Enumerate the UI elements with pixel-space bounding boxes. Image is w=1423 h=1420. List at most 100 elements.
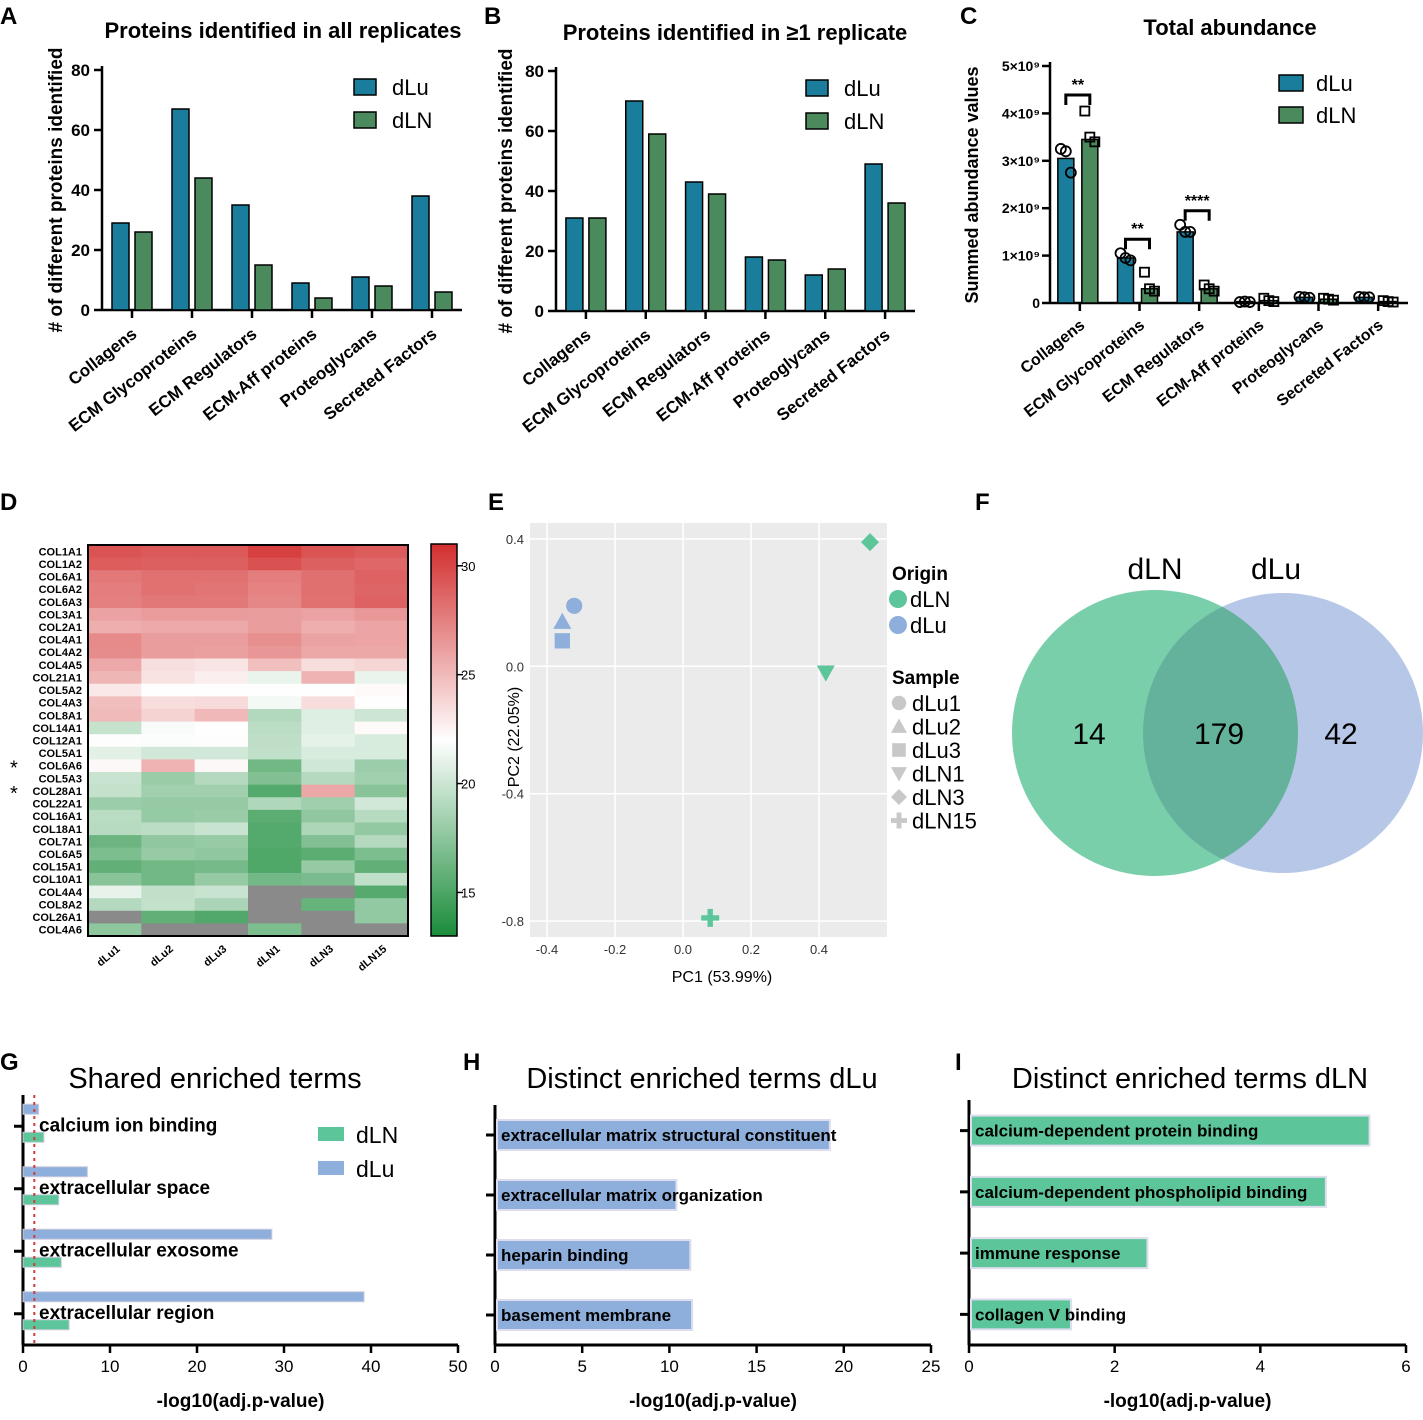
heatmap-cell-col4a5-dlu2 xyxy=(141,658,196,672)
significance-bracket xyxy=(1124,237,1151,250)
heatmap-cell-col8a2-dlu2 xyxy=(141,898,196,912)
replicate-point-dlu xyxy=(1059,145,1072,158)
heatmap-cell-col16a1-dln1 xyxy=(248,809,302,823)
legend-label-sample-dlu2: dLu2 xyxy=(912,715,961,740)
panel-i-distinct-dln: Distinct enriched terms dLN 0 2 4 6 -log10(ad… xyxy=(960,1063,1411,1412)
heatmap-cell-col5a2-dlu3 xyxy=(194,683,249,697)
legend-label-dlu: dLu xyxy=(356,1156,394,1182)
heatmap-cell-col4a1-dln1 xyxy=(248,633,302,647)
bar-basement-membrane xyxy=(496,1299,694,1331)
heatmap-row-label: COL6A6 xyxy=(39,761,82,773)
replicate-point-dlu xyxy=(1184,225,1197,238)
legend-label-dln: dLN xyxy=(392,108,432,133)
y-tick-label: 20 xyxy=(525,242,544,261)
heatmap-cell-col2a1-dln15 xyxy=(354,620,409,634)
significance-label: ** xyxy=(1131,221,1144,238)
panel-g-shared-terms: Shared enriched terms 0 10 20 30 40 50 -log10(a… xyxy=(14,1063,467,1412)
replicate-point-dln xyxy=(1139,266,1150,278)
heatmap-cell-col7a1-dln1 xyxy=(248,835,302,849)
heatmap-cell-col4a2-dlu3 xyxy=(194,645,249,660)
heatmap-row-label: COL1A1 xyxy=(39,546,82,558)
term-label: calcium-dependent phospholipid binding xyxy=(975,1183,1307,1202)
heatmap-cell-col2a1-dlu1 xyxy=(88,620,142,634)
legend-marker-sample-dlu3 xyxy=(892,743,906,757)
heatmap-cell-col4a1-dlu1 xyxy=(88,633,142,647)
heatmap-cell-col4a5-dlu3 xyxy=(194,658,249,672)
y-tick-label: 0.0 xyxy=(506,659,524,674)
legend-swatch-dln xyxy=(353,111,377,129)
bar-heparin-binding xyxy=(496,1239,692,1271)
chart-title: Distinct enriched terms dLN xyxy=(1012,1063,1368,1095)
bar-extracellular-matrix-structural-constituent xyxy=(496,1119,831,1151)
colorbar-tick-label: 20 xyxy=(461,777,475,792)
heatmap-cell-col8a2-dln1 xyxy=(248,898,302,912)
heatmap-cell-col26a1-dln3 xyxy=(301,910,356,924)
legend-marker-origin-dlu xyxy=(889,616,907,634)
heatmap-cell-col8a1-dln3 xyxy=(301,708,356,723)
bar-dlu-extracellular-space xyxy=(22,1166,88,1178)
heatmap-row-label: COL4A4 xyxy=(39,887,83,899)
term-label: collagen V binding xyxy=(975,1305,1126,1324)
heatmap-cell-col12a1-dln3 xyxy=(301,734,356,748)
heatmap-row-label: COL8A1 xyxy=(39,710,82,722)
heatmap-cell-col5a3-dln1 xyxy=(248,772,302,786)
bar-dln-extracellular-space xyxy=(22,1194,60,1206)
heatmap-cell-col4a5-dln1 xyxy=(248,658,302,672)
heatmap-cell-col5a1-dln15 xyxy=(354,746,409,760)
chart-title: Total abundance xyxy=(1143,15,1316,40)
significance-star: * xyxy=(10,783,18,805)
heatmap-cell-col8a1-dln1 xyxy=(248,708,302,723)
x-tick-label: ECM-Aff proteins xyxy=(1154,317,1268,411)
replicate-point-dlu xyxy=(1363,291,1376,304)
x-tick-label: 20 xyxy=(834,1357,853,1376)
heatmap-cell-col6a6-dln1 xyxy=(248,759,302,773)
heatmap-cell-col5a1-dlu3 xyxy=(194,746,249,760)
heatmap-cell-col5a3-dln15 xyxy=(354,772,409,786)
bar-dlu-ecm-regulators xyxy=(1176,231,1194,304)
term-label: extracellular matrix organization xyxy=(501,1186,763,1205)
colorbar xyxy=(430,543,458,937)
bar-immune-response xyxy=(970,1237,1149,1270)
bar-dlu-collagens xyxy=(1057,157,1075,304)
heatmap-cell-col16a1-dlu1 xyxy=(88,809,142,823)
heatmap-row-label: COL2A1 xyxy=(39,622,82,634)
heatmap-cell-col5a3-dlu2 xyxy=(141,772,196,786)
heatmap-column-label: dLN3 xyxy=(307,943,336,970)
heatmap-row-label: COL10A1 xyxy=(32,874,82,886)
heatmap-cell-col26a1-dlu3 xyxy=(194,910,249,924)
heatmap-row-label: COL26A1 xyxy=(32,912,82,924)
x-tick-label: 20 xyxy=(188,1357,207,1376)
heatmap-cell-col15a1-dln15 xyxy=(354,860,409,874)
y-tick-label: 80 xyxy=(71,61,90,80)
heatmap-cell-col4a2-dlu1 xyxy=(88,645,142,660)
x-tick-label: 0.2 xyxy=(742,942,760,957)
heatmap-cell-col3a1-dln1 xyxy=(248,608,302,622)
venn-label-dln: dLN xyxy=(1127,553,1182,586)
heatmap-cell-col6a5-dlu2 xyxy=(141,847,196,861)
panel-c-abundance-chart: Total abundance 0 1×10⁹ 2×10⁹ 3×10⁹ 4×10⁹ 5×10… xyxy=(962,15,1408,421)
bar-dlu-extracellular-exosome xyxy=(22,1228,273,1240)
heatmap-cell-col5a1-dlu2 xyxy=(141,746,196,760)
y-tick-label: 0 xyxy=(81,301,90,320)
heatmap-cell-col2a1-dln3 xyxy=(301,620,356,634)
heatmap-cell-col6a6-dln15 xyxy=(354,759,409,773)
heatmap-cell-col1a1-dlu2 xyxy=(141,545,196,559)
heatmap-cell-col12a1-dlu3 xyxy=(194,734,249,748)
heatmap-cell-col6a2-dlu2 xyxy=(141,582,196,596)
heatmap-cell-col6a1-dln3 xyxy=(301,570,356,584)
colorbar-tick-label: 30 xyxy=(461,559,475,574)
heatmap-cell-col4a6-dlu2 xyxy=(141,923,196,937)
bar-dlu-ecm-glycoproteins xyxy=(625,100,644,312)
heatmap-cell-col4a3-dlu3 xyxy=(194,696,249,710)
heatmap-cell-col4a5-dln15 xyxy=(354,658,409,672)
heatmap-cell-col12a1-dln1 xyxy=(248,734,302,748)
legend-marker-sample-dln1 xyxy=(891,767,907,782)
legend-swatch-dln xyxy=(1278,106,1304,124)
heatmap-cell-col5a3-dln3 xyxy=(301,772,356,786)
bar-dlu-collagens xyxy=(111,222,130,311)
x-tick-label: 6 xyxy=(1401,1357,1410,1376)
legend-swatch-dln xyxy=(318,1127,344,1141)
heatmap-cell-col15a1-dlu2 xyxy=(141,860,196,874)
heatmap-row-label: COL6A1 xyxy=(39,572,82,584)
heatmap-cell-col6a6-dln3 xyxy=(301,759,356,773)
